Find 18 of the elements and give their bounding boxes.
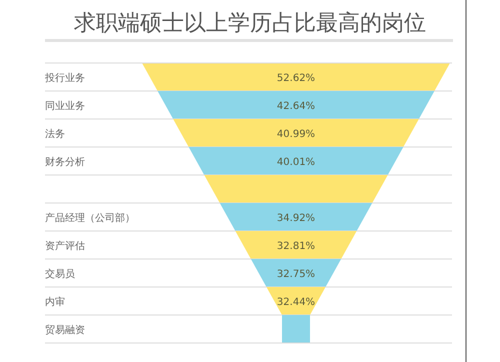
category-label: 产品经理（公司部） [45, 212, 135, 224]
text: 求职端硕士以上学历占比最高的岗位 [74, 11, 426, 36]
data-label: 34.92% [276, 213, 316, 224]
category-label: 法务 [45, 128, 65, 140]
category-label: 投行业务 [44, 72, 85, 84]
data-label: 52.62% [276, 73, 316, 84]
data-label: 32.44% [276, 297, 316, 308]
data-label: 40.01% [276, 157, 316, 168]
category-label: 同业业务 [45, 100, 85, 112]
category-label: 内审 [45, 296, 65, 308]
data-label: 32.81% [276, 241, 316, 252]
data-label: 32.75% [276, 269, 316, 280]
data-label: 42.64% [276, 101, 316, 112]
category-label: 交易员 [45, 268, 75, 280]
category-label: 财务分析 [45, 156, 85, 168]
category-label: 贸易融资 [45, 324, 85, 336]
data-label: 40.99% [276, 129, 316, 140]
category-label: 资产评估 [45, 240, 85, 252]
